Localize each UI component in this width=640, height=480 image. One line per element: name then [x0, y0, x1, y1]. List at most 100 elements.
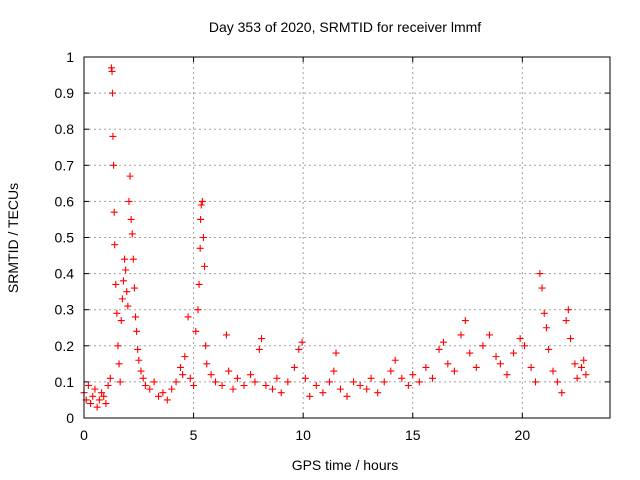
data-point — [196, 244, 204, 252]
data-point — [516, 335, 524, 343]
data-point — [201, 262, 209, 270]
data-point — [89, 392, 97, 400]
data-point — [444, 360, 452, 368]
data-point — [198, 197, 206, 205]
data-point — [110, 208, 118, 216]
y-tick-label: 0.9 — [55, 85, 75, 101]
data-point — [190, 382, 198, 390]
data-point — [146, 385, 154, 393]
chart-title: Day 353 of 2020, SRMTID for receiver lmm… — [209, 19, 481, 35]
data-point — [150, 378, 158, 386]
data-point — [435, 345, 443, 353]
data-point — [111, 241, 119, 249]
data-point — [330, 367, 338, 375]
data-point — [277, 389, 285, 397]
data-point — [139, 374, 147, 382]
data-point — [295, 345, 303, 353]
y-tick-label: 0.5 — [55, 230, 75, 246]
data-point — [172, 378, 180, 386]
data-point — [109, 132, 117, 140]
data-point — [229, 385, 237, 393]
data-point — [113, 309, 121, 317]
data-point — [273, 374, 281, 382]
x-tick-label: 20 — [515, 427, 531, 443]
data-point — [195, 280, 203, 288]
data-point — [496, 360, 504, 368]
data-point — [540, 309, 548, 317]
data-point — [127, 215, 135, 223]
data-point — [114, 342, 122, 350]
data-point — [128, 230, 136, 238]
data-point — [225, 367, 233, 375]
y-tick-label: 0.4 — [55, 266, 75, 282]
x-tick-label: 0 — [80, 427, 88, 443]
data-point — [110, 161, 118, 169]
data-point — [218, 382, 226, 390]
data-point — [531, 378, 539, 386]
y-tick-label: 0.6 — [55, 193, 75, 209]
data-point — [102, 400, 110, 408]
data-point — [107, 64, 115, 72]
data-point — [404, 382, 412, 390]
data-point — [135, 356, 143, 364]
data-point — [332, 349, 340, 357]
data-point — [122, 266, 130, 274]
data-point — [108, 67, 116, 75]
data-point — [100, 392, 108, 400]
data-point — [184, 313, 192, 321]
data-point — [176, 363, 184, 371]
data-point — [492, 353, 500, 361]
data-point — [123, 288, 131, 296]
data-point — [485, 331, 493, 339]
data-point — [290, 363, 298, 371]
data-point — [367, 374, 375, 382]
data-point — [262, 382, 270, 390]
data-point — [461, 317, 469, 325]
data-point — [199, 234, 207, 241]
data-point — [137, 367, 145, 375]
data-point — [186, 374, 194, 382]
data-point — [466, 349, 474, 357]
x-tick-label: 15 — [405, 427, 421, 443]
data-point — [132, 313, 140, 321]
data-point — [457, 331, 465, 339]
data-point — [562, 317, 570, 325]
data-point — [104, 382, 112, 390]
data-point — [202, 342, 210, 350]
data-point — [247, 371, 255, 379]
data-point — [251, 378, 259, 386]
data-point — [125, 197, 133, 205]
data-point — [222, 331, 230, 339]
data-point — [121, 255, 129, 263]
y-tick-label: 0.2 — [55, 338, 75, 354]
data-point — [255, 345, 263, 353]
data-point — [580, 356, 588, 364]
data-point — [521, 342, 529, 350]
data-point — [95, 396, 103, 404]
data-point — [129, 255, 137, 263]
y-tick-label: 0.8 — [55, 121, 75, 137]
y-tick-label: 0.7 — [55, 157, 75, 173]
data-point — [564, 306, 572, 314]
y-tick-label: 0 — [66, 410, 74, 426]
data-point — [545, 345, 553, 353]
data-point — [343, 392, 351, 400]
data-point — [87, 400, 95, 408]
data-point — [197, 215, 205, 223]
data-point — [84, 382, 92, 390]
data-point — [325, 378, 333, 386]
data-point — [558, 389, 566, 397]
data-point — [134, 345, 142, 353]
data-point — [126, 172, 134, 180]
data-point — [422, 363, 430, 371]
data-point — [356, 382, 364, 390]
x-tick-label: 10 — [295, 427, 311, 443]
data-point — [124, 302, 132, 310]
data-series-srmtid — [80, 64, 590, 411]
data-point — [298, 338, 306, 346]
data-point — [582, 371, 590, 379]
data-point — [301, 374, 309, 382]
data-point — [428, 374, 436, 382]
data-point — [119, 277, 127, 285]
